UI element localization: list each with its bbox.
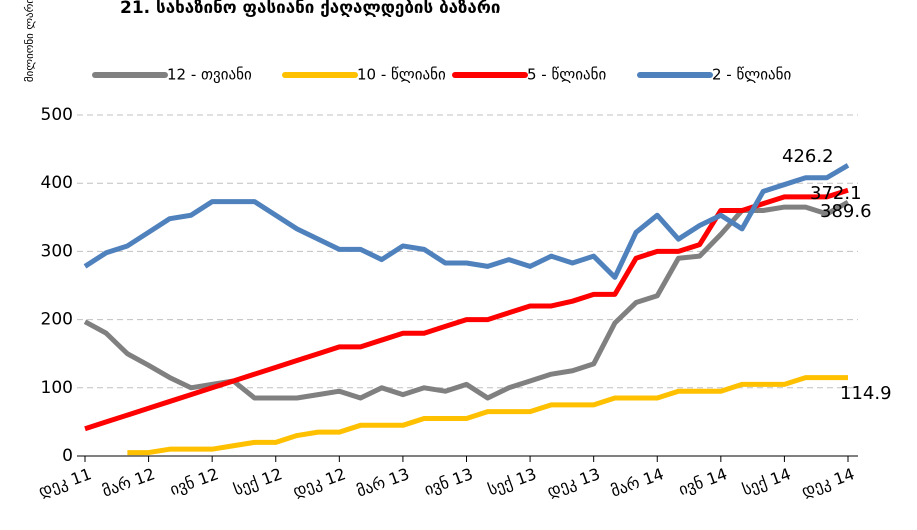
series-line: [84, 187, 849, 432]
x-tick-label: მარ 13: [354, 464, 412, 501]
legend-label: 12 - თვიანი: [167, 66, 252, 84]
y-tick-label: 0: [62, 446, 73, 466]
x-tick-label: ივნ 13: [422, 464, 476, 499]
chart-title: 21. სახაზინო ფასიანი ქაღალდების ბაზარი: [120, 0, 500, 18]
x-tick-label: დეკ 11: [36, 464, 94, 501]
data-label: 426.2: [782, 146, 834, 167]
x-tick-label: სექ 13: [485, 464, 539, 499]
data-label: 372.1: [810, 183, 862, 204]
x-tick-label: დეკ 13: [545, 464, 603, 501]
x-tick-label: დეკ 12: [290, 464, 348, 501]
y-tick-label: 200: [41, 310, 73, 330]
y-axis-label: მილიონი ლარი: [23, 0, 36, 82]
x-tick-label: მარ 14: [608, 464, 666, 501]
legend-label: 5 - წლიანი: [527, 66, 606, 84]
x-tick-label: დეკ 14: [799, 464, 857, 501]
data-label: 114.9: [840, 383, 892, 404]
y-tick-label: 400: [41, 173, 73, 193]
y-tick-label: 500: [41, 105, 73, 125]
series-line: [83, 163, 850, 280]
legend-label: 10 - წლიანი: [357, 66, 446, 84]
x-tick-label: სექ 12: [231, 464, 285, 499]
y-tick-label: 100: [41, 378, 73, 398]
y-tick-label: 300: [41, 241, 73, 261]
series-line: [83, 200, 850, 401]
x-tick-label: ივნ 14: [676, 464, 730, 499]
data-label: 389.6: [820, 201, 872, 222]
legend-label: 2 - წლიანი: [712, 66, 791, 84]
x-tick-label: ივნ 12: [167, 464, 221, 499]
x-tick-label: მარ 12: [100, 464, 158, 501]
series-line: [127, 375, 849, 456]
x-tick-label: სექ 14: [740, 464, 794, 499]
